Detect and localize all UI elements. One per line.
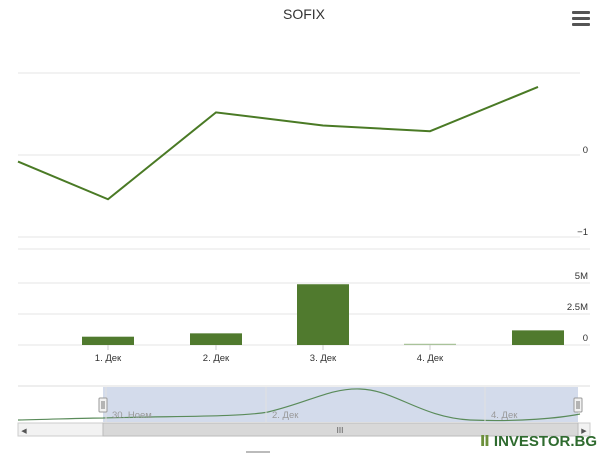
navigator-handle[interactable]	[98, 397, 108, 413]
volume-x-tick-label: 2. Дек	[203, 353, 230, 364]
volume-panel: 5M 2.5M 0 1. Дек 2. Дек 3. Дек 4. Дек	[18, 248, 590, 364]
menu-icon-bar	[572, 17, 590, 20]
price-panel: 0 −1	[17, 72, 588, 238]
brand-mark-icon: Ⅱ	[479, 433, 490, 450]
scrollbar-left-arrow-icon[interactable]: ◀	[21, 428, 27, 435]
scrollbar-right-arrow-icon[interactable]: ▶	[581, 428, 587, 435]
volume-bar	[297, 284, 349, 345]
brand-name: INVESTOR.BG	[493, 433, 597, 450]
volume-bar	[190, 333, 242, 345]
navigator[interactable]: 30. Ноем 2. Дек 4. Дек III ◀ ▶	[17, 385, 591, 453]
navigator-handle[interactable]	[573, 397, 583, 413]
volume-x-tick-label: 3. Дек	[310, 353, 337, 364]
price-line	[17, 86, 539, 201]
volume-x-tick-label: 1. Дек	[95, 353, 122, 364]
menu-icon-bar	[572, 11, 590, 14]
chart-title: SOFIX	[283, 6, 326, 22]
price-y-tick-label: 0	[583, 145, 588, 156]
navigator-date-label: 2. Дек	[272, 410, 299, 421]
scrollbar-thumb[interactable]	[102, 422, 579, 437]
navigator-date-label: 4. Дек	[491, 410, 518, 421]
volume-bar	[512, 330, 564, 345]
volume-y-tick-label: 0	[583, 333, 588, 344]
price-y-tick-label: −1	[577, 227, 588, 238]
navigator-series-line	[17, 388, 581, 422]
navigator-date-label: 30. Ноем	[112, 410, 152, 421]
brand-logo: Ⅱ INVESTOR.BG	[480, 432, 597, 450]
volume-bar	[82, 336, 134, 345]
volume-bar	[404, 343, 456, 345]
volume-x-tick-label: 4. Дек	[417, 353, 444, 364]
scrollbar-grip: III	[337, 426, 344, 435]
volume-y-tick-label: 2.5M	[567, 302, 588, 313]
menu-icon[interactable]	[570, 8, 592, 28]
menu-icon-bar	[572, 23, 590, 26]
volume-y-tick-label: 5M	[575, 271, 588, 282]
